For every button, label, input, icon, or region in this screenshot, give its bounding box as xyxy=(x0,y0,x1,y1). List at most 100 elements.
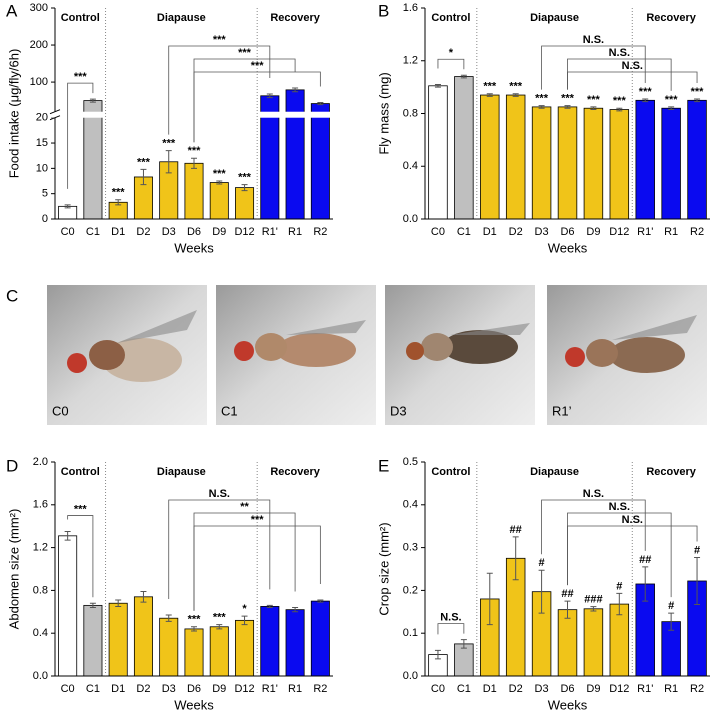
error-bar xyxy=(292,607,299,613)
error-bar xyxy=(140,590,147,603)
photo-label: R1’ xyxy=(552,403,572,418)
significance-label: *** xyxy=(483,81,497,93)
bar xyxy=(661,107,681,220)
bar xyxy=(505,94,526,220)
bar xyxy=(557,609,578,677)
bar xyxy=(687,99,707,220)
x-tick-label: D3 xyxy=(535,683,549,695)
bar xyxy=(159,617,179,677)
comparison-bracket xyxy=(193,512,296,611)
bar xyxy=(310,600,330,677)
group-label: Control xyxy=(431,466,470,478)
bar xyxy=(209,626,229,677)
bar xyxy=(454,76,474,220)
comparison-bracket xyxy=(193,58,296,143)
significance-label: *** xyxy=(561,92,575,104)
panel-letter: E xyxy=(378,456,389,475)
significance-label: *** xyxy=(509,81,523,93)
y-tick-label: 20 xyxy=(36,112,48,124)
photo xyxy=(216,285,376,425)
y-tick-label: 100 xyxy=(30,76,48,88)
photo-label: C0 xyxy=(52,403,69,418)
comparison-bracket xyxy=(541,45,646,90)
error-bar xyxy=(642,566,649,602)
bar xyxy=(480,94,500,220)
x-tick-label: D6 xyxy=(560,683,574,695)
photo xyxy=(547,285,707,425)
x-tick-label: D6 xyxy=(187,683,201,695)
significance-label: *** xyxy=(665,94,679,106)
x-axis-title: Weeks xyxy=(548,240,588,255)
bar xyxy=(133,596,153,677)
error-bar xyxy=(668,106,675,111)
x-tick-label: R2 xyxy=(313,683,327,695)
significance-label: # xyxy=(539,557,545,569)
x-tick-label: D1 xyxy=(111,683,125,695)
significance-label: *** xyxy=(613,95,627,107)
significance-label: *** xyxy=(213,168,227,180)
error-bar xyxy=(266,93,273,99)
x-tick-label: R2 xyxy=(690,683,704,695)
x-tick-label: D12 xyxy=(234,226,254,238)
y-tick-label: 15 xyxy=(36,137,48,149)
error-bar xyxy=(64,204,71,209)
error-bar xyxy=(292,87,299,93)
bar xyxy=(235,619,255,677)
comparison-label: *** xyxy=(238,47,252,59)
x-axis-title: Weeks xyxy=(174,240,214,255)
x-tick-label: D3 xyxy=(535,226,549,238)
y-tick-label: 0.8 xyxy=(33,584,48,596)
group-label: Control xyxy=(61,466,100,478)
y-axis-title: Fly mass (mg) xyxy=(376,72,391,154)
comparison-bracket xyxy=(541,499,646,555)
group-label: Recovery xyxy=(646,12,696,24)
error-bar xyxy=(590,606,597,612)
error-bar xyxy=(694,98,701,103)
comparison-label: *** xyxy=(74,503,88,515)
significance-label: *** xyxy=(535,92,549,104)
comparison-label: *** xyxy=(251,514,265,526)
error-bar xyxy=(266,604,273,609)
y-tick-label: 0 xyxy=(42,213,48,225)
y-tick-label: 2.0 xyxy=(33,456,48,468)
x-tick-label: D2 xyxy=(136,683,150,695)
x-tick-label: R1' xyxy=(262,226,278,238)
comparison-bracket xyxy=(567,58,672,91)
error-bar xyxy=(165,150,172,174)
x-tick-label: R1 xyxy=(664,683,678,695)
significance-label: *** xyxy=(112,187,126,199)
bar xyxy=(285,89,305,220)
y-tick-label: 300 xyxy=(30,2,48,14)
error-bar xyxy=(317,599,324,603)
x-tick-label: D6 xyxy=(187,226,201,238)
comparison-label: *** xyxy=(213,34,227,46)
error-bar xyxy=(616,592,623,616)
bar xyxy=(260,606,280,677)
x-tick-label: D12 xyxy=(609,226,629,238)
x-tick-label: C1 xyxy=(457,683,471,695)
group-label: Diapause xyxy=(157,12,206,24)
bar xyxy=(454,643,474,677)
error-bar xyxy=(165,614,172,622)
y-tick-label: 200 xyxy=(30,39,48,51)
bar xyxy=(83,100,103,220)
error-bar xyxy=(486,572,493,626)
significance-label: *** xyxy=(587,94,601,106)
y-tick-label: 5 xyxy=(42,188,48,200)
x-tick-label: R1' xyxy=(637,683,653,695)
x-tick-label: D9 xyxy=(586,226,600,238)
error-bar xyxy=(486,93,493,97)
y-tick-label: 0.3 xyxy=(403,542,418,554)
error-bar xyxy=(460,74,467,79)
error-bar xyxy=(317,101,324,106)
comparison-label: N.S. xyxy=(622,514,643,526)
panel-letter: B xyxy=(378,1,389,20)
bar xyxy=(108,602,128,677)
photo xyxy=(47,285,207,425)
x-tick-label: C1 xyxy=(86,683,100,695)
comparison-label: N.S. xyxy=(209,488,230,500)
x-axis-title: Weeks xyxy=(174,697,214,712)
x-tick-label: R1 xyxy=(288,226,302,238)
error-bar xyxy=(241,184,248,192)
